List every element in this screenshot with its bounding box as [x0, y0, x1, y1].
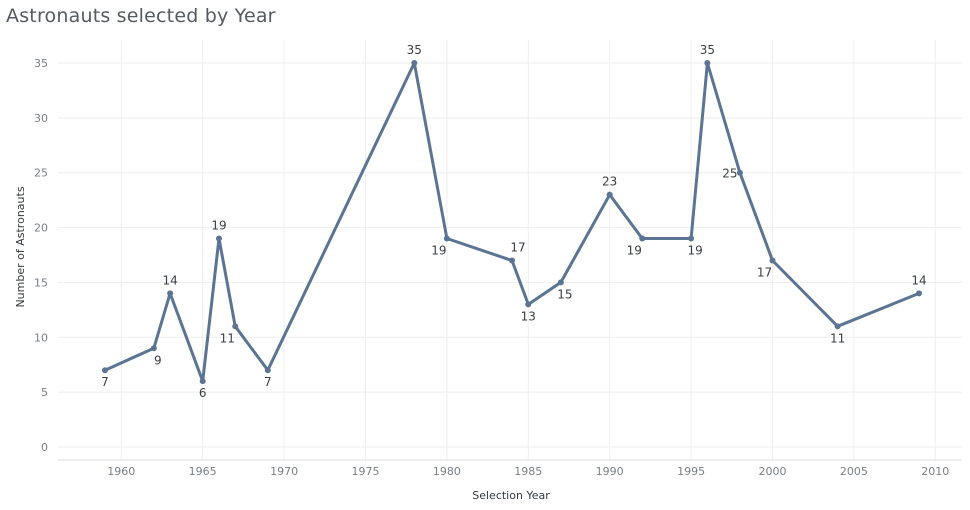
data-label: 14: [162, 273, 177, 287]
data-label: 17: [757, 265, 772, 279]
data-label: 19: [627, 244, 642, 258]
x-tick-label: 1980: [433, 465, 461, 478]
data-label: 19: [211, 219, 226, 233]
data-point[interactable]: [509, 257, 515, 264]
data-point[interactable]: [411, 60, 418, 66]
data-point[interactable]: [102, 367, 108, 374]
data-label: 11: [830, 331, 845, 345]
data-label: 23: [602, 175, 617, 189]
data-point[interactable]: [264, 367, 271, 374]
y-tick-label: 20: [34, 222, 48, 235]
data-point[interactable]: [199, 378, 206, 385]
data-point[interactable]: [834, 323, 841, 330]
data-label: 7: [101, 375, 109, 389]
x-tick-label: 1985: [514, 465, 542, 478]
x-tick-label: 1990: [596, 465, 624, 478]
data-label: 6: [199, 386, 207, 400]
data-point[interactable]: [704, 60, 711, 66]
y-tick-label: 15: [34, 276, 48, 289]
x-tick-label: 2005: [840, 465, 868, 478]
x-tick-label: 2010: [921, 465, 949, 478]
data-point[interactable]: [167, 290, 174, 297]
y-tick-label: 10: [34, 331, 48, 344]
data-label: 7: [264, 375, 272, 389]
x-tick-label: 1995: [677, 465, 705, 478]
data-point[interactable]: [150, 345, 157, 352]
x-tick-label: 1975: [351, 465, 379, 478]
data-label: 15: [557, 287, 572, 301]
data-point[interactable]: [736, 169, 743, 176]
y-tick-label: 0: [41, 441, 48, 454]
data-label: 35: [700, 43, 715, 57]
data-point[interactable]: [606, 191, 613, 198]
x-tick-label: 1960: [107, 465, 135, 478]
data-point[interactable]: [769, 257, 776, 264]
y-tick-label: 5: [41, 386, 48, 399]
data-label: 17: [510, 240, 525, 254]
x-tick-label: 1965: [189, 465, 217, 478]
data-label: 19: [431, 244, 446, 258]
data-label: 14: [911, 273, 926, 287]
data-label: 9: [154, 353, 162, 367]
x-tick-label: 1970: [270, 465, 298, 478]
data-point[interactable]: [557, 279, 564, 286]
data-point[interactable]: [525, 301, 532, 308]
data-label: 13: [521, 309, 536, 323]
data-point[interactable]: [688, 235, 695, 242]
y-tick-label: 35: [34, 57, 48, 70]
data-point[interactable]: [916, 290, 922, 297]
data-label: 25: [722, 167, 737, 181]
data-point[interactable]: [232, 323, 239, 330]
data-point[interactable]: [443, 235, 450, 242]
data-point[interactable]: [639, 235, 646, 242]
y-tick-label: 30: [34, 112, 48, 125]
y-axis-title: Number of Astronauts: [14, 186, 27, 307]
y-tick-label: 25: [34, 167, 48, 180]
data-point[interactable]: [215, 235, 222, 242]
chart-title: Astronauts selected by Year: [6, 5, 276, 27]
x-tick-label: 2000: [758, 465, 786, 478]
data-label: 19: [687, 244, 702, 258]
x-axis-title: Selection Year: [472, 489, 550, 502]
grid: [58, 40, 962, 460]
series-line: [103, 61, 921, 383]
data-label: 11: [220, 331, 235, 345]
data-label: 35: [407, 43, 422, 57]
